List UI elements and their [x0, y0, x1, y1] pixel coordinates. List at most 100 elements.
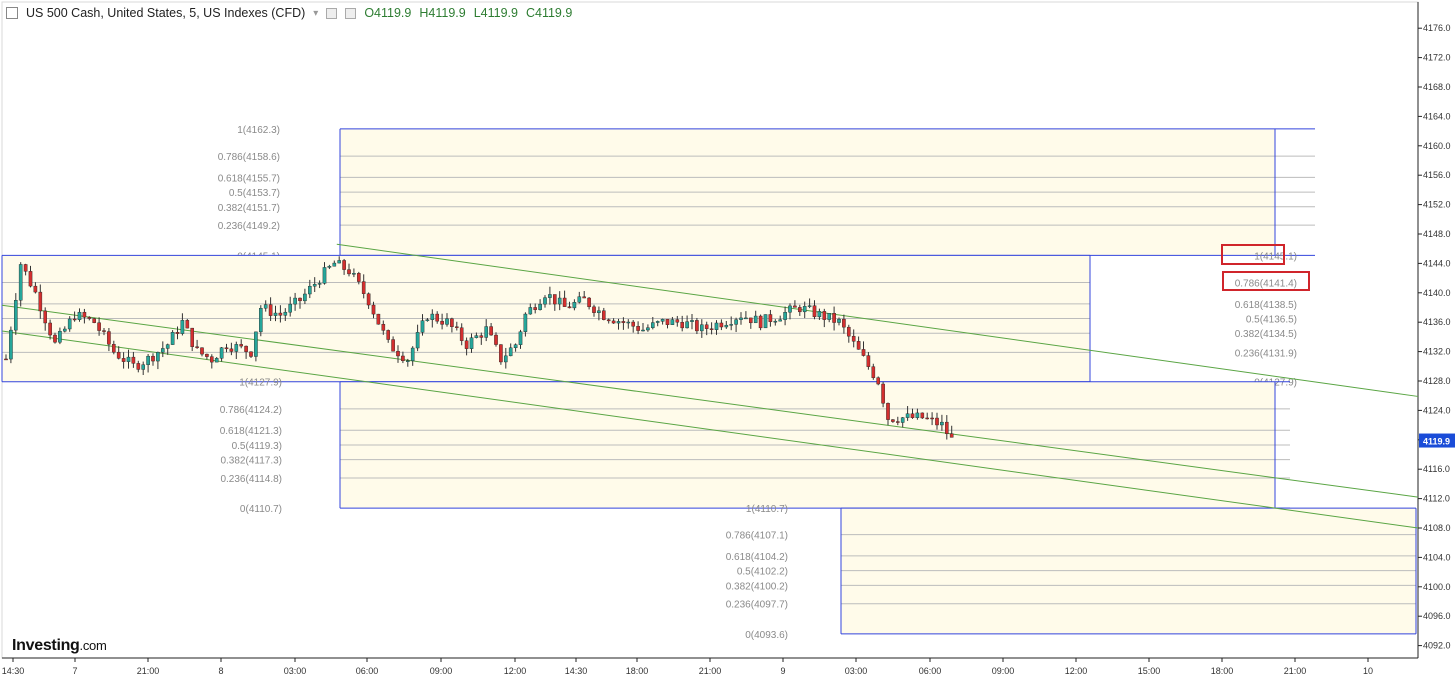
candle [606, 319, 611, 322]
candle [749, 317, 753, 324]
candle [768, 314, 773, 322]
trend-line [336, 243, 1419, 397]
fib-level-label: 0.786(4141.4) [1235, 279, 1297, 290]
logo-suffix: .com [79, 638, 107, 653]
candle [386, 330, 391, 340]
candle [58, 330, 62, 343]
x-tick-label: 8 [218, 666, 223, 676]
candle [783, 312, 787, 320]
candle [337, 260, 342, 264]
candle [53, 334, 57, 343]
candle [4, 358, 8, 361]
candle [165, 344, 170, 349]
candle [474, 335, 479, 338]
candle [861, 349, 866, 356]
candle [361, 281, 366, 294]
candle [391, 339, 395, 352]
candle [538, 303, 542, 310]
hide-icon[interactable] [345, 7, 357, 19]
y-tick-label: 4104.0 [1423, 552, 1451, 562]
x-tick-label: 09:00 [992, 666, 1015, 676]
candle [254, 331, 258, 357]
y-tick-label: 4124.0 [1423, 405, 1451, 415]
candle [719, 322, 724, 328]
candle [357, 273, 361, 282]
chevron-down-icon[interactable]: ▾ [313, 7, 319, 19]
candle [160, 348, 165, 353]
highlight-box [1222, 271, 1310, 291]
candle [798, 307, 802, 313]
candle [925, 417, 929, 420]
candle [18, 264, 23, 301]
candle [655, 321, 660, 323]
candle [518, 331, 523, 345]
candle [82, 311, 87, 318]
chart-header: US 500 Cash, United States, 5, US Indexe… [6, 6, 572, 20]
candle [602, 310, 606, 320]
candle [435, 313, 440, 322]
collapse-icon[interactable] [6, 7, 18, 19]
candle [807, 305, 812, 307]
y-tick-label: 4148.0 [1423, 229, 1451, 239]
candle [67, 318, 72, 330]
fib-level-label: 1(4110.7) [746, 504, 788, 515]
candle [288, 303, 293, 313]
fib-level-label: 0.786(4124.2) [220, 405, 282, 416]
fib-level-label: 0.236(4114.8) [220, 474, 282, 485]
candle [724, 324, 729, 328]
candle [425, 319, 430, 321]
x-tick-label: 14:30 [565, 666, 588, 676]
fib-level-label: 0.382(4100.2) [726, 581, 788, 592]
settings-icon[interactable] [326, 7, 338, 19]
candle [13, 300, 18, 331]
candle [817, 311, 822, 318]
candle [342, 260, 346, 270]
candle [597, 310, 601, 313]
candle [234, 344, 239, 352]
y-tick-label: 4152.0 [1423, 200, 1451, 210]
candle [200, 347, 204, 355]
candle [822, 311, 827, 320]
candle [504, 355, 508, 363]
candle [9, 329, 13, 360]
y-tick-label: 4164.0 [1423, 111, 1451, 121]
candle [249, 351, 253, 357]
candle [891, 419, 895, 422]
candle [180, 320, 185, 334]
candle [548, 294, 552, 298]
trend-line [1, 304, 1419, 498]
highlight-box [1221, 244, 1285, 265]
candle [111, 344, 116, 353]
candle [170, 332, 175, 345]
candle [38, 291, 43, 312]
candle [572, 302, 577, 309]
candle [455, 326, 459, 328]
fib-level-label: 0.5(4119.3) [232, 441, 282, 452]
x-tick-label: 12:00 [1065, 666, 1088, 676]
candle [396, 350, 400, 357]
candle [812, 305, 817, 318]
candle [675, 319, 680, 323]
candle [366, 293, 371, 306]
candle [205, 353, 209, 357]
x-tick-label: 21:00 [1284, 666, 1307, 676]
candle [802, 306, 807, 313]
last-price-label: 4119.9 [1423, 437, 1450, 447]
candle [72, 318, 77, 321]
candle [611, 320, 616, 324]
fib-level-label: 0.786(4107.1) [726, 531, 788, 542]
candle [347, 269, 351, 275]
x-tick-label: 18:00 [626, 666, 649, 676]
y-tick-label: 4112.0 [1423, 494, 1450, 504]
x-tick-label: 14:30 [2, 666, 25, 676]
candle [185, 320, 190, 329]
candle [744, 317, 748, 320]
candle [778, 319, 782, 322]
candle [146, 355, 150, 365]
y-tick-label: 4128.0 [1423, 376, 1451, 386]
candle [871, 366, 876, 378]
candle [440, 320, 444, 325]
x-tick-label: 21:00 [699, 666, 722, 676]
fib-level-label: 0.618(4155.7) [218, 173, 280, 184]
